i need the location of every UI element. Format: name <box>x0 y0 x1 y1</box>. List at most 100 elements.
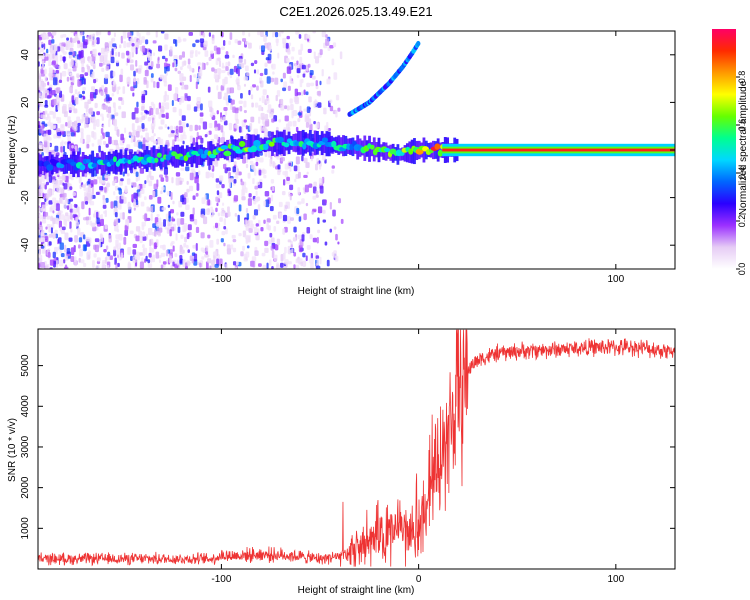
noise-cell <box>81 201 85 210</box>
noise-cell <box>41 175 45 183</box>
noise-cell <box>240 251 244 257</box>
noise-cell <box>68 51 73 56</box>
noise-cell <box>129 64 135 71</box>
noise-cell <box>243 100 247 108</box>
noise-cell <box>293 252 297 257</box>
noise-cell <box>141 122 145 129</box>
noise-cell <box>282 252 286 260</box>
noise-cell <box>232 261 237 266</box>
noise-cell <box>207 86 211 93</box>
noise-cell <box>276 238 281 246</box>
noise-cell <box>291 248 294 254</box>
noise-cell <box>168 215 171 222</box>
noise-cell <box>87 254 91 259</box>
noise-cell <box>68 172 73 180</box>
noise-cell <box>96 260 101 265</box>
noise-cell <box>59 250 63 254</box>
noise-cell <box>38 207 43 212</box>
noise-cell <box>124 127 127 134</box>
ridge-halo-cell <box>436 138 440 162</box>
noise-cell <box>123 236 127 245</box>
noise-cell <box>52 53 55 59</box>
ridge-halo-cell <box>278 131 281 155</box>
noise-cell <box>110 70 114 79</box>
noise-cell <box>47 121 52 127</box>
noise-cell <box>73 120 78 127</box>
noise-cell <box>270 64 274 69</box>
noise-cell <box>47 32 52 37</box>
spectrogram-y-tick-label: 40 <box>20 49 31 61</box>
noise-cell <box>280 253 284 262</box>
noise-cell <box>70 247 75 256</box>
noise-cell <box>275 95 278 102</box>
ridge-halo-cell <box>228 143 232 156</box>
ridge-halo-cell <box>275 130 279 157</box>
noise-cell <box>125 62 129 66</box>
noise-cell <box>102 194 105 201</box>
noise-cell <box>49 53 53 60</box>
noise-cell <box>303 157 308 164</box>
noise-cell <box>287 216 291 224</box>
noise-cell <box>93 39 97 44</box>
noise-cell <box>62 33 67 38</box>
noise-cell <box>314 56 320 64</box>
noise-cell <box>77 122 81 127</box>
noise-cell <box>228 95 231 103</box>
noise-cell <box>278 31 282 37</box>
noise-cell <box>119 212 123 220</box>
ridge-cell <box>160 157 165 162</box>
noise-cell <box>185 204 190 211</box>
noise-cell <box>219 60 222 68</box>
noise-cell <box>70 31 75 34</box>
noise-cell <box>41 92 44 100</box>
noise-cell <box>40 68 44 74</box>
noise-cell <box>117 51 121 57</box>
noise-cell <box>196 183 200 191</box>
noise-cell <box>211 67 215 72</box>
noise-cell <box>297 118 301 123</box>
noise-cell <box>50 227 53 234</box>
noise-cell <box>297 187 301 195</box>
noise-cell <box>52 232 55 240</box>
noise-cell <box>286 176 290 182</box>
noise-cell <box>305 162 310 169</box>
noise-cell <box>229 74 233 79</box>
noise-cell <box>47 129 52 136</box>
noise-cell <box>136 251 140 256</box>
noise-cell <box>263 219 266 224</box>
noise-cell <box>158 259 161 264</box>
noise-cell <box>248 193 252 198</box>
noise-cell <box>219 192 223 199</box>
ridge-cell <box>208 153 217 159</box>
noise-cell <box>114 185 119 191</box>
noise-cell <box>79 137 84 144</box>
noise-cell <box>172 62 175 68</box>
noise-cell <box>60 187 64 194</box>
noise-cell <box>238 126 242 133</box>
noise-cell <box>150 213 153 221</box>
noise-cell <box>296 74 300 79</box>
noise-cell <box>214 126 219 131</box>
noise-cell <box>224 92 228 101</box>
noise-cell <box>84 72 89 76</box>
noise-cell <box>84 116 89 124</box>
noise-cell <box>215 178 220 183</box>
noise-cell <box>195 39 200 43</box>
noise-cell <box>94 102 98 109</box>
noise-cell <box>272 160 275 169</box>
noise-cell <box>273 254 278 262</box>
noise-cell <box>142 231 146 237</box>
noise-cell <box>89 107 94 116</box>
noise-cell <box>182 134 187 140</box>
noise-cell <box>118 97 123 101</box>
noise-cell <box>56 217 59 225</box>
noise-cell <box>56 46 61 52</box>
noise-cell <box>220 211 225 217</box>
noise-cell <box>265 199 270 208</box>
noise-cell <box>282 87 287 92</box>
noise-cell <box>292 236 297 241</box>
colorbar: 0.0 0.2 0.4 0.6 0.8 Normalized spectral ampl… <box>712 29 749 275</box>
noise-cell <box>319 49 323 56</box>
spectrogram-content <box>38 31 675 269</box>
